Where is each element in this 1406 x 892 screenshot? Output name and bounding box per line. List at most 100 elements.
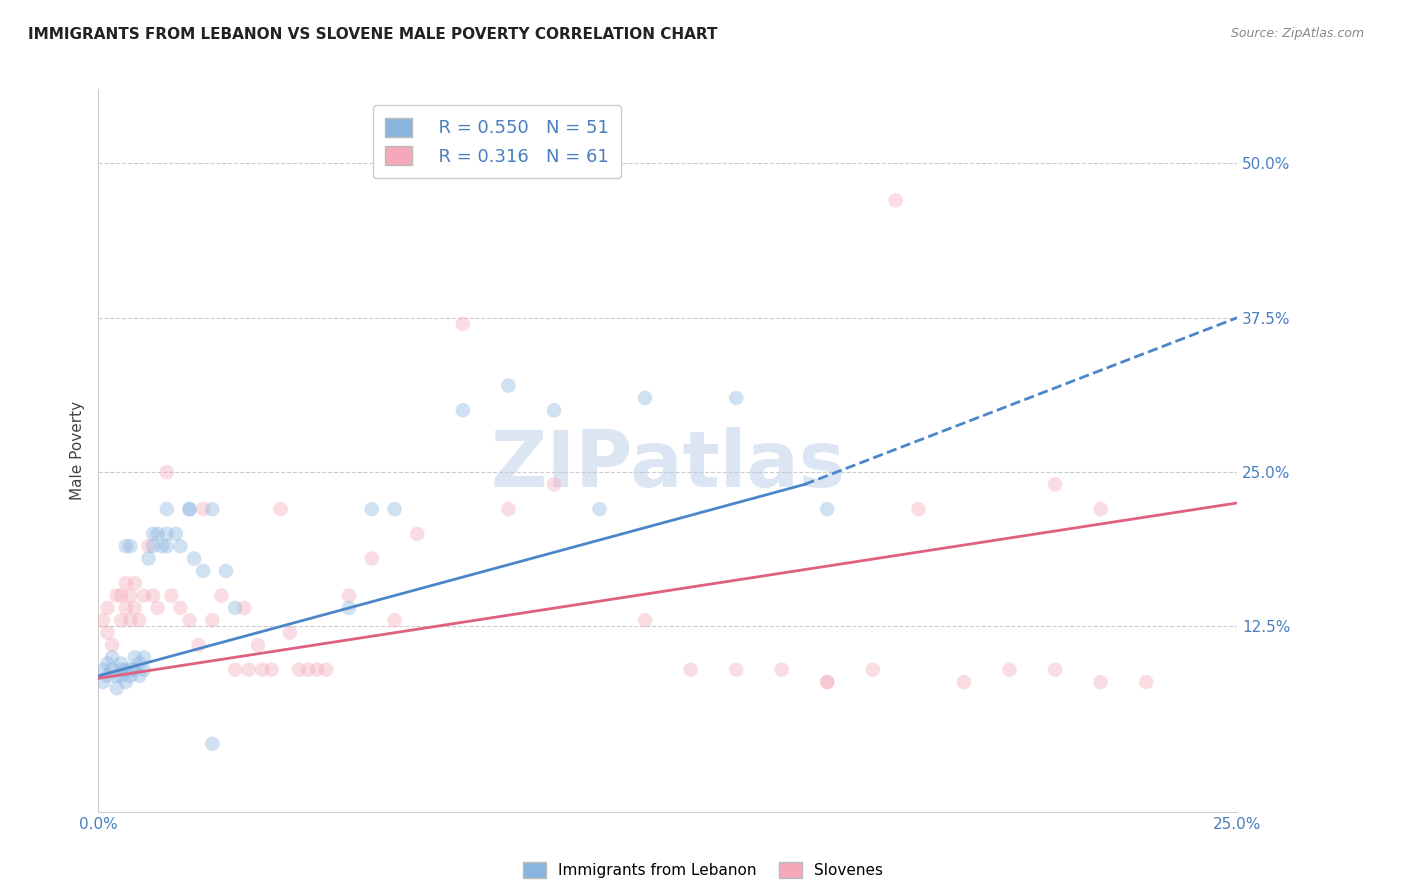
Text: IMMIGRANTS FROM LEBANON VS SLOVENE MALE POVERTY CORRELATION CHART: IMMIGRANTS FROM LEBANON VS SLOVENE MALE … bbox=[28, 27, 717, 42]
Point bbox=[105, 589, 128, 603]
Point bbox=[165, 526, 187, 541]
Point bbox=[998, 663, 1021, 677]
Point bbox=[307, 663, 329, 677]
Point bbox=[201, 613, 224, 627]
Point bbox=[224, 663, 246, 677]
Point bbox=[1090, 502, 1112, 516]
Point bbox=[110, 613, 132, 627]
Point bbox=[128, 669, 150, 683]
Point bbox=[132, 663, 155, 677]
Point bbox=[146, 526, 169, 541]
Point bbox=[543, 403, 565, 417]
Point bbox=[201, 737, 224, 751]
Point bbox=[193, 502, 215, 516]
Point bbox=[725, 663, 748, 677]
Point bbox=[150, 539, 173, 553]
Point bbox=[128, 613, 150, 627]
Point bbox=[337, 589, 360, 603]
Point bbox=[96, 657, 118, 671]
Point bbox=[138, 539, 160, 553]
Point bbox=[588, 502, 610, 516]
Point bbox=[101, 650, 124, 665]
Point bbox=[634, 613, 657, 627]
Point bbox=[114, 663, 136, 677]
Point bbox=[252, 663, 274, 677]
Point bbox=[124, 576, 146, 591]
Point bbox=[451, 403, 474, 417]
Text: ZIPatlas: ZIPatlas bbox=[491, 427, 845, 503]
Point bbox=[169, 539, 191, 553]
Text: Source: ZipAtlas.com: Source: ZipAtlas.com bbox=[1230, 27, 1364, 40]
Point bbox=[815, 675, 838, 690]
Y-axis label: Male Poverty: Male Poverty bbox=[69, 401, 84, 500]
Point bbox=[110, 657, 132, 671]
Point bbox=[770, 663, 793, 677]
Point bbox=[91, 675, 114, 690]
Point bbox=[233, 601, 256, 615]
Point bbox=[297, 663, 319, 677]
Point bbox=[384, 613, 406, 627]
Point bbox=[91, 613, 114, 627]
Point bbox=[543, 477, 565, 491]
Point bbox=[815, 502, 838, 516]
Point bbox=[124, 650, 146, 665]
Point bbox=[1043, 477, 1066, 491]
Point bbox=[142, 539, 165, 553]
Point bbox=[96, 601, 118, 615]
Point bbox=[132, 650, 155, 665]
Point bbox=[451, 317, 474, 331]
Point bbox=[337, 601, 360, 615]
Point bbox=[110, 589, 132, 603]
Point bbox=[96, 669, 118, 683]
Point bbox=[360, 502, 382, 516]
Point bbox=[862, 663, 884, 677]
Point bbox=[142, 526, 165, 541]
Point bbox=[120, 669, 142, 683]
Point bbox=[278, 625, 301, 640]
Point bbox=[1135, 675, 1157, 690]
Point bbox=[120, 663, 142, 677]
Point bbox=[679, 663, 702, 677]
Point bbox=[132, 589, 155, 603]
Point bbox=[498, 378, 520, 392]
Point bbox=[169, 601, 191, 615]
Point bbox=[156, 526, 179, 541]
Point bbox=[884, 194, 907, 208]
Point bbox=[105, 669, 128, 683]
Point bbox=[201, 502, 224, 516]
Point bbox=[114, 539, 136, 553]
Point bbox=[110, 663, 132, 677]
Point bbox=[209, 589, 232, 603]
Point bbox=[110, 669, 132, 683]
Point bbox=[215, 564, 238, 578]
Point bbox=[187, 638, 209, 652]
Point bbox=[1043, 663, 1066, 677]
Point bbox=[120, 539, 142, 553]
Point bbox=[114, 675, 136, 690]
Point bbox=[96, 625, 118, 640]
Point bbox=[634, 391, 657, 405]
Point bbox=[1090, 675, 1112, 690]
Point bbox=[498, 502, 520, 516]
Point bbox=[105, 681, 128, 696]
Point bbox=[815, 675, 838, 690]
Point bbox=[907, 502, 929, 516]
Point bbox=[142, 589, 165, 603]
Point bbox=[260, 663, 283, 677]
Legend:   R = 0.550   N = 51,   R = 0.316   N = 61: R = 0.550 N = 51, R = 0.316 N = 61 bbox=[373, 105, 621, 178]
Point bbox=[183, 551, 205, 566]
Point bbox=[238, 663, 260, 677]
Point bbox=[114, 576, 136, 591]
Point bbox=[725, 391, 748, 405]
Point bbox=[179, 502, 201, 516]
Point bbox=[224, 601, 246, 615]
Point bbox=[315, 663, 337, 677]
Point bbox=[91, 663, 114, 677]
Point bbox=[953, 675, 976, 690]
Point bbox=[114, 601, 136, 615]
Point bbox=[270, 502, 292, 516]
Point bbox=[101, 638, 124, 652]
Point bbox=[193, 564, 215, 578]
Point bbox=[124, 663, 146, 677]
Point bbox=[128, 657, 150, 671]
